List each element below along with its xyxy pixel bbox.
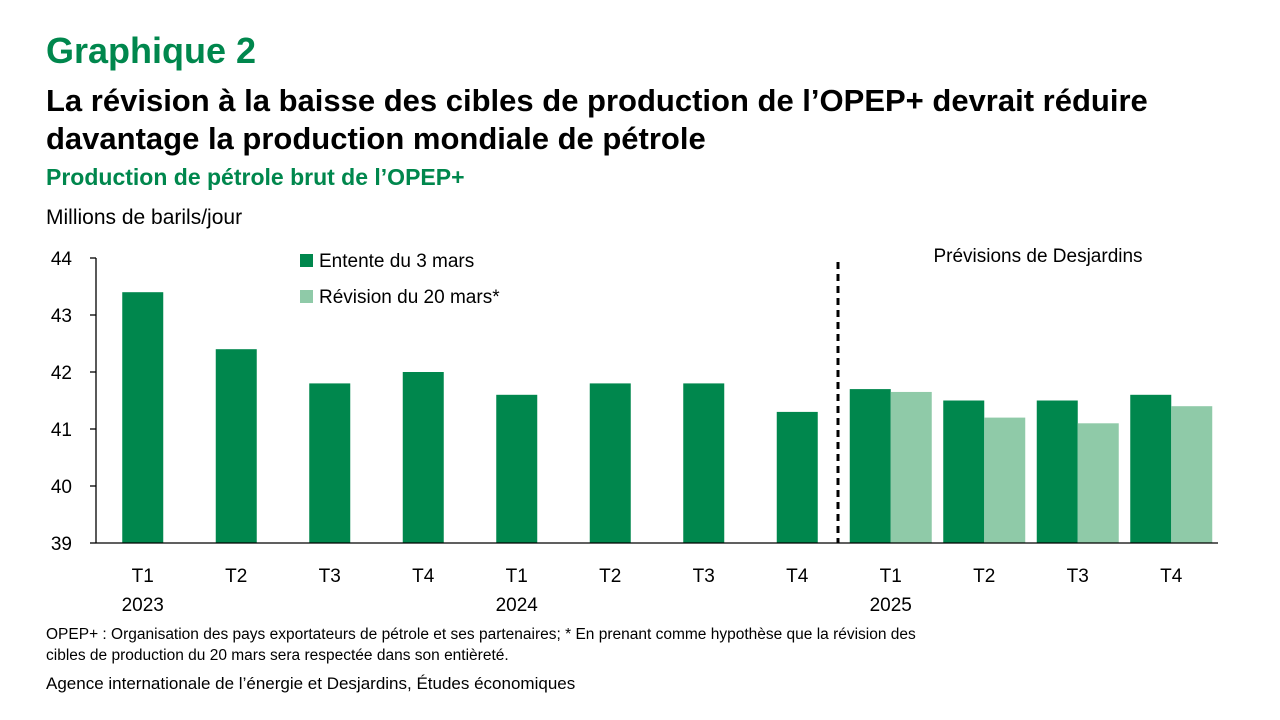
- x-tick-label: T1: [132, 566, 154, 587]
- figure-label: Graphique 2: [46, 30, 257, 71]
- legend-label: Révision du 20 mars*: [319, 287, 500, 308]
- x-tick-label: T2: [973, 566, 995, 587]
- x-tick-label: T4: [412, 566, 435, 587]
- y-tick-label: 40: [51, 477, 72, 498]
- legend-label: Entente du 3 mars: [319, 251, 474, 272]
- y-tick-label: 41: [51, 420, 72, 441]
- bar-entente-3-mars: [943, 400, 985, 543]
- bar-entente-3-mars: [776, 411, 818, 543]
- bar-entente-3-mars: [122, 292, 164, 543]
- bars-layer: [122, 292, 1213, 543]
- bar-entente-3-mars: [1130, 394, 1172, 543]
- bar-revision-20-mars: [890, 391, 932, 543]
- legend: Entente du 3 mars Révision du 20 mars*: [300, 251, 500, 308]
- y-tick-label: 44: [51, 249, 73, 270]
- y-axis-unit: Millions de barils/jour: [46, 206, 243, 229]
- legend-swatch: [300, 290, 313, 303]
- bar-entente-3-mars: [589, 383, 631, 543]
- y-tick-label: 43: [51, 306, 72, 327]
- y-ticks: 39 40 41 42 43 44: [51, 249, 96, 555]
- bar-entente-3-mars: [309, 383, 351, 543]
- chart-headline: La révision à la baisse des cibles de pr…: [46, 83, 1148, 156]
- x-tick-label: T3: [693, 566, 715, 587]
- bar-entente-3-mars: [496, 394, 538, 543]
- bar-entente-3-mars: [402, 372, 444, 543]
- x-year-label: 2024: [496, 595, 539, 616]
- footnote: OPEP+ : Organisation des pays exportateu…: [46, 626, 916, 664]
- bar-revision-20-mars: [984, 417, 1026, 543]
- x-tick-label: T3: [319, 566, 341, 587]
- x-tick-label: T1: [506, 566, 528, 587]
- x-tick-label: T4: [1160, 566, 1183, 587]
- x-tick-label: T1: [880, 566, 902, 587]
- source-note: Agence internationale de l’énergie et De…: [46, 674, 576, 693]
- y-tick-label: 42: [51, 363, 72, 384]
- bar-entente-3-mars: [683, 383, 725, 543]
- x-tick-label: T2: [225, 566, 247, 587]
- bar-entente-3-mars: [215, 349, 257, 543]
- x-tick-label: T4: [786, 566, 809, 587]
- bar-entente-3-mars: [1036, 400, 1078, 543]
- bar-revision-20-mars: [1171, 406, 1213, 543]
- x-year-label: 2023: [122, 595, 164, 616]
- x-tick-label: T2: [599, 566, 621, 587]
- x-year-label: 2025: [870, 595, 912, 616]
- x-tick-label: T3: [1067, 566, 1089, 587]
- x-tick-labels: T1 T2 T3 T4 T1 T2 T3 T4 T1 T2 T3 T4 2023 2024 2025: [122, 566, 1183, 616]
- forecast-label: Prévisions de Desjardins: [933, 246, 1142, 267]
- legend-swatch: [300, 254, 313, 267]
- chart-subtitle: Production de pétrole brut de l’OPEP+: [46, 164, 465, 190]
- y-tick-label: 39: [51, 534, 72, 555]
- bar-entente-3-mars: [849, 389, 891, 543]
- bar-revision-20-mars: [1077, 423, 1119, 543]
